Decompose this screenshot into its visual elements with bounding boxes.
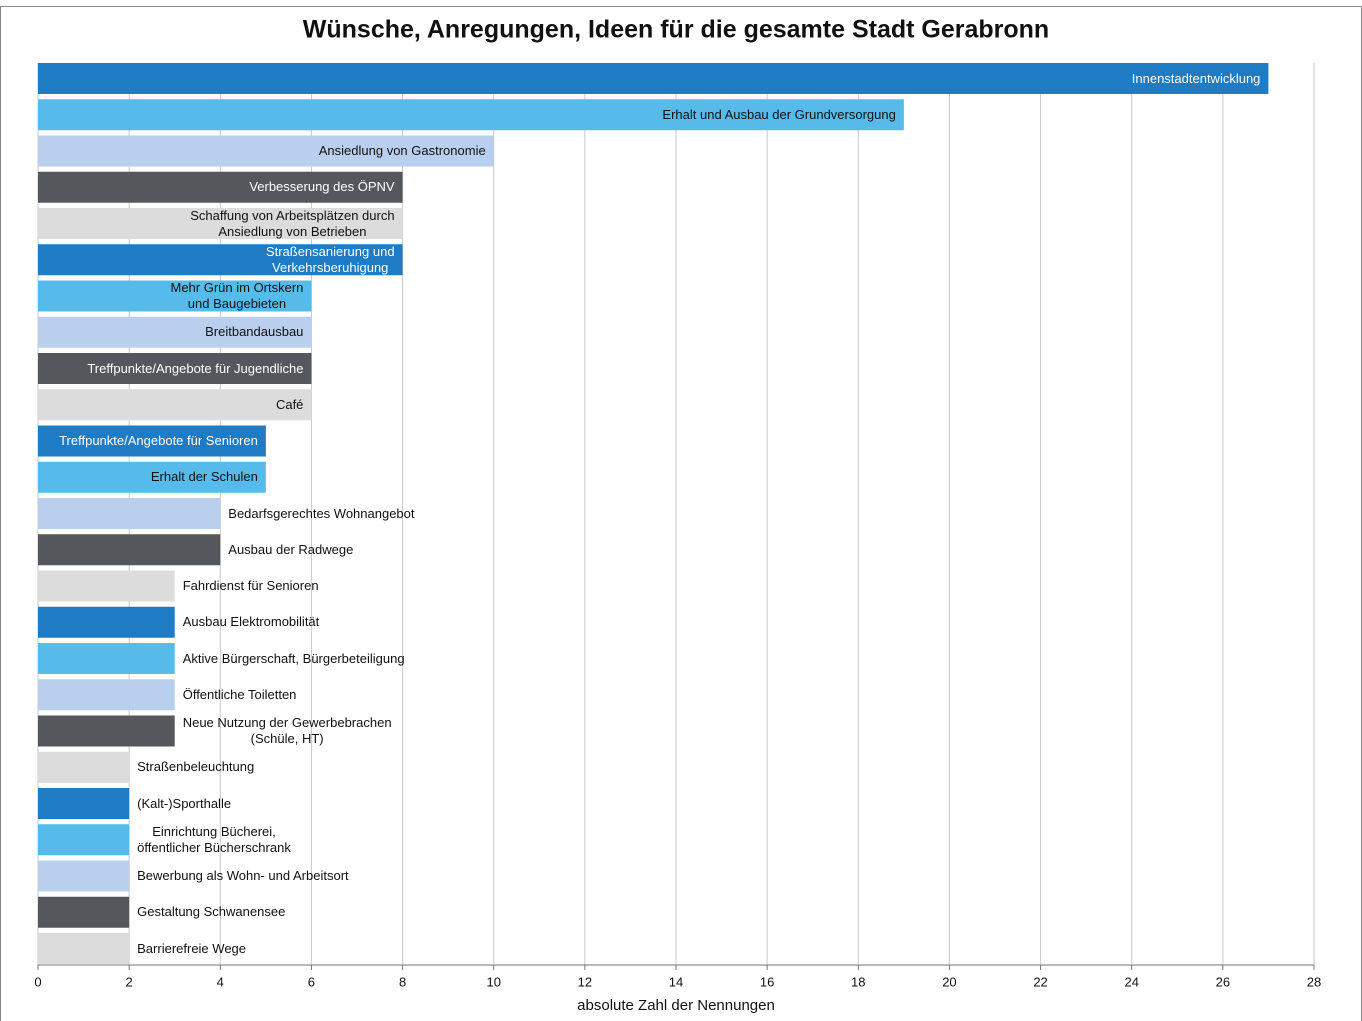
- x-tick-label: 26: [1216, 974, 1230, 989]
- bar: [38, 208, 403, 239]
- x-tick-label: 0: [34, 974, 41, 989]
- x-tick-label: 12: [578, 974, 592, 989]
- bar: [38, 316, 312, 348]
- bar: [38, 606, 175, 638]
- bar-label: Mehr Grün im Ortskern und Baugebieten: [170, 280, 304, 311]
- x-tick-label: 22: [1033, 974, 1047, 989]
- bar-label: Öffentliche Toiletten: [182, 686, 297, 702]
- bar-label: Ansiedlung von Gastronomie: [318, 143, 486, 158]
- bar-label: Neue Nutzung der Gewerbebrachen (Schüle,…: [182, 715, 392, 746]
- grid: [37, 63, 1315, 965]
- x-tick-label: 2: [126, 974, 133, 989]
- x-tick-label: 4: [217, 974, 224, 989]
- bar: [38, 461, 266, 493]
- bar: [38, 244, 403, 276]
- bar-label: Bedarfsgerechtes Wohnangebot: [228, 505, 415, 521]
- bar: [38, 643, 175, 674]
- x-tick-label: 18: [851, 974, 865, 989]
- bar-label: Barrierefreie Wege: [137, 940, 247, 956]
- bar-label: Ausbau Elektromobilität: [182, 614, 320, 630]
- bar: [38, 280, 312, 312]
- bar-label: Verbesserung des ÖPNV: [249, 179, 395, 195]
- bar: [38, 751, 130, 783]
- bar-label: Bewerbung als Wohn- und Arbeitsort: [137, 868, 349, 883]
- bar-label: (Kalt-)Sporthalle: [137, 795, 232, 811]
- bar: [38, 896, 130, 928]
- bar-label: Aktive Bürgerschaft, Bürgerbeteiligung: [182, 650, 405, 666]
- bar-label: Innenstadtentwicklung: [1131, 70, 1261, 86]
- bar-label: Ausbau der Radwege: [228, 541, 354, 557]
- bar: [38, 534, 221, 566]
- x-tick-label: 14: [669, 974, 683, 989]
- x-axis-label: absolute Zahl der Nennungen: [577, 997, 775, 1014]
- bar: [38, 824, 130, 856]
- bar-label: Einrichtung Bücherei, öffentlicher Büche…: [137, 823, 291, 855]
- bar: [38, 498, 221, 529]
- x-tick-label: 10: [486, 974, 500, 989]
- bar: [38, 788, 130, 819]
- bar: [38, 63, 1269, 94]
- bar-label: Straßensanierung und Verkehrsberuhigung: [265, 243, 395, 275]
- x-tick-label: 8: [399, 974, 406, 989]
- x-tick-label: 6: [308, 974, 315, 989]
- bar: [38, 715, 175, 747]
- bar-label: Gestaltung Schwanensee: [137, 904, 286, 920]
- x-tick-label: 24: [1124, 974, 1138, 989]
- bar-label: Erhalt der Schulen: [150, 469, 258, 485]
- bar-label: Schaffung von Arbeitsplätzen durch Ansie…: [190, 207, 395, 239]
- x-tick-label: 20: [942, 974, 956, 989]
- bar-label: Breitbandausbau: [205, 324, 304, 340]
- bar: [38, 570, 175, 602]
- chart-title: Wünsche, Anregungen, Ideen für die gesam…: [303, 16, 1049, 44]
- bar-label: Erhalt und Ausbau der Grundversorgung: [662, 106, 896, 122]
- bar-label: Fahrdienst für Senioren: [182, 578, 319, 593]
- bar-label: Café: [275, 396, 304, 412]
- bar: [38, 425, 266, 457]
- x-tick-label: 28: [1307, 974, 1321, 989]
- bar: [38, 135, 494, 167]
- bar: [38, 171, 403, 203]
- bar-label: Treffpunkte/Angebote für Jugendliche: [87, 360, 304, 376]
- bar: [38, 389, 312, 421]
- bar: [38, 99, 904, 131]
- bar-label: Treffpunkte/Angebote für Senioren: [59, 433, 258, 448]
- bar-label: Straßenbeleuchtung: [137, 759, 255, 775]
- bar: [38, 679, 175, 711]
- bar: [38, 353, 312, 384]
- bar: [38, 860, 130, 892]
- bar: [38, 933, 130, 964]
- x-tick-label: 16: [760, 974, 774, 989]
